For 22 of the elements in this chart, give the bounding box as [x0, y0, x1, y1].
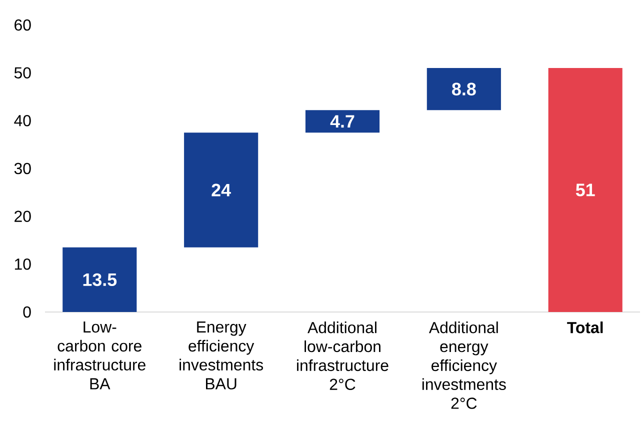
- y-tick-label: 0: [23, 306, 31, 318]
- y-tick-label: 10: [14, 258, 31, 270]
- x-tick-label: Low-carbon core infrastructure BA: [54, 322, 146, 390]
- y-tick-label: 60: [14, 19, 31, 31]
- data-label: 13.5: [83, 273, 117, 286]
- x-tick-label: Total: [567, 322, 603, 334]
- data-label: 24: [212, 184, 231, 196]
- y-tick-label: 30: [14, 162, 31, 174]
- x-tick-label: Additional energy efficiency investments 2°C: [422, 322, 506, 409]
- y-tick-label: 50: [14, 67, 31, 78]
- data-label: 8.8: [452, 82, 476, 96]
- data-label: 51: [576, 184, 595, 196]
- bar: [548, 68, 622, 312]
- data-label: 4.7: [330, 115, 354, 128]
- x-tick-label: Additional low-carbon infrastructure 2°C: [297, 322, 388, 390]
- bar: [184, 132, 258, 248]
- bar: [426, 68, 501, 110]
- bar: [62, 247, 137, 312]
- bar: [305, 110, 380, 133]
- y-tick-label: 20: [14, 210, 31, 222]
- y-tick-label: 40: [14, 115, 31, 126]
- x-tick-label: Energy efficiency investments BAU: [180, 322, 264, 390]
